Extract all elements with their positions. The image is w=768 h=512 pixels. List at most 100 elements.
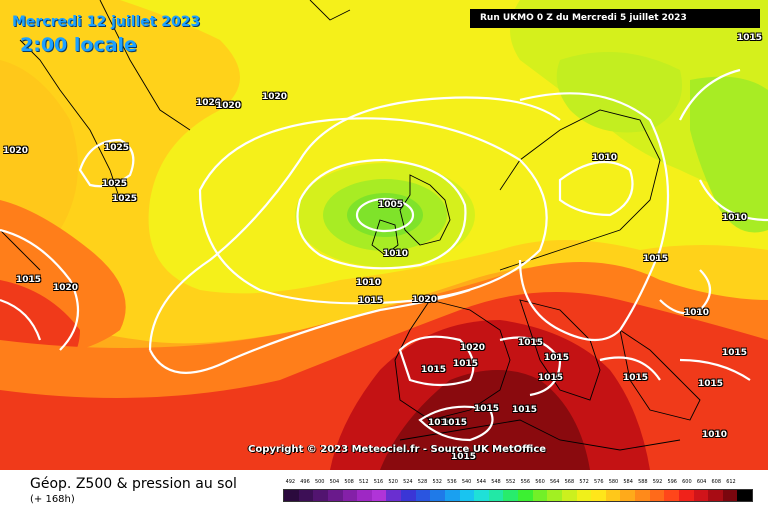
isobar-label: 1010 xyxy=(356,278,382,288)
scale-swatch xyxy=(649,490,665,501)
scale-swatch xyxy=(488,490,504,501)
isobar-label: 1025 xyxy=(102,179,128,189)
isobar-label: 1015 xyxy=(442,418,468,428)
scale-swatch xyxy=(737,490,752,501)
legend-title: Géop. Z500 & pression au sol xyxy=(30,476,237,492)
scale-label: 576 xyxy=(594,479,604,485)
scale-label: 528 xyxy=(417,479,428,485)
scale-swatch xyxy=(474,490,489,501)
legend-subtitle: (+ 168h) xyxy=(30,494,75,505)
field-west-orange xyxy=(0,60,78,253)
scale-label: 588 xyxy=(638,479,648,485)
scale-label: 564 xyxy=(549,479,560,485)
scale-label: 516 xyxy=(373,479,384,485)
scale-label: 612 xyxy=(726,479,736,485)
isobars xyxy=(0,68,768,442)
scale-label: 540 xyxy=(461,479,472,485)
isobar-label: 1015 xyxy=(544,353,570,363)
isobar-label: 1025 xyxy=(112,194,138,204)
scale-label: 596 xyxy=(667,479,677,485)
scale-label: 508 xyxy=(344,479,354,485)
scale-swatch xyxy=(401,490,416,501)
isobar-1015-europe xyxy=(518,92,670,341)
scale-swatch xyxy=(664,490,679,501)
scandinavia-coast xyxy=(499,109,661,271)
forecast-date: Mercredi 12 juillet 2023 xyxy=(12,14,201,30)
scale-swatch xyxy=(620,490,635,501)
model-run-info: Run UKMO 0 Z du Mercredi 5 juillet 2023 xyxy=(470,9,760,28)
isobar-label: 1020 xyxy=(262,92,288,102)
isobar-iberia xyxy=(398,335,475,387)
iceland-coast xyxy=(309,0,351,21)
isobar-label: 1020 xyxy=(216,101,242,111)
scale-swatch xyxy=(635,490,650,501)
scale-label: 524 xyxy=(403,479,413,485)
isobar-label: 1020 xyxy=(53,283,79,293)
uk-coast xyxy=(399,174,451,246)
isobar-label: 1020 xyxy=(3,146,29,156)
scale-swatch xyxy=(591,490,606,501)
scale-swatch xyxy=(722,490,738,501)
scale-swatch xyxy=(547,490,562,501)
isobar-label: 1025 xyxy=(104,143,130,153)
field-green-scandinavia xyxy=(556,52,682,133)
scale-swatch xyxy=(605,490,621,501)
isobar-label: 1015 xyxy=(518,338,544,348)
scale-label: 568 xyxy=(564,479,575,485)
field-green-east xyxy=(690,76,768,233)
isobar-1020 xyxy=(148,96,561,374)
isobar-africa-low xyxy=(418,405,494,442)
scale-label: 608 xyxy=(711,479,722,485)
scale-swatch xyxy=(459,490,475,501)
scale-label: 500 xyxy=(314,479,325,485)
scale-swatch xyxy=(693,490,709,501)
color-scale-bar xyxy=(283,489,753,502)
balkans-coast xyxy=(619,329,701,421)
isobar-label: 1010 xyxy=(702,430,728,440)
isobar-label: 1015 xyxy=(453,359,479,369)
isobar-mediterranean xyxy=(499,336,751,397)
geopotential-map xyxy=(0,0,768,470)
isobar-label: 1020 xyxy=(412,295,438,305)
scale-swatch xyxy=(532,490,548,501)
scale-label: 600 xyxy=(682,479,692,485)
isobar-label: 1005 xyxy=(378,200,404,210)
isobar-label: 1015 xyxy=(451,452,477,462)
scale-swatch xyxy=(298,490,314,501)
scale-swatch xyxy=(357,490,372,501)
color-scale-labels: 492 496 500 504 508 512 516 520 524 528 532 536 540 5… xyxy=(283,479,753,489)
isobar-label: 1015 xyxy=(623,373,649,383)
isobar-label: 1020 xyxy=(460,343,486,353)
field-south-maroon xyxy=(380,370,590,470)
scale-label: 560 xyxy=(535,479,545,485)
isobar-label: 1010 xyxy=(684,308,710,318)
scale-label: 504 xyxy=(329,479,340,485)
scale-label: 552 xyxy=(505,479,516,485)
scale-swatch xyxy=(444,490,460,501)
scale-swatch xyxy=(576,490,592,501)
isobar-label: 1015 xyxy=(722,348,748,358)
isobar-label: 1015 xyxy=(474,404,500,414)
scale-swatch xyxy=(371,490,387,501)
greenland-coast xyxy=(19,0,191,201)
ireland-coast xyxy=(371,219,399,256)
scale-swatch xyxy=(284,490,299,501)
scale-label: 520 xyxy=(388,479,398,485)
isobar-label: 1010 xyxy=(428,418,454,428)
isobar-label: 1010 xyxy=(383,249,409,259)
scale-swatch xyxy=(503,490,518,501)
isobar-label: 1015 xyxy=(358,296,384,306)
isobar-1010 xyxy=(296,158,467,270)
isobar-label: 1015 xyxy=(643,254,669,264)
scale-label: 536 xyxy=(447,479,457,485)
isobar-1015 xyxy=(198,117,548,305)
scale-swatch xyxy=(342,490,358,501)
scale-swatch xyxy=(518,490,533,501)
scale-label: 492 xyxy=(285,479,296,485)
isobar-label: 1015 xyxy=(698,379,724,389)
isobar-label: 1015 xyxy=(16,275,42,285)
isobar-label: 1010 xyxy=(722,213,748,223)
scale-label: 584 xyxy=(623,479,633,485)
scale-swatch xyxy=(430,490,445,501)
scale-swatch xyxy=(313,490,328,501)
